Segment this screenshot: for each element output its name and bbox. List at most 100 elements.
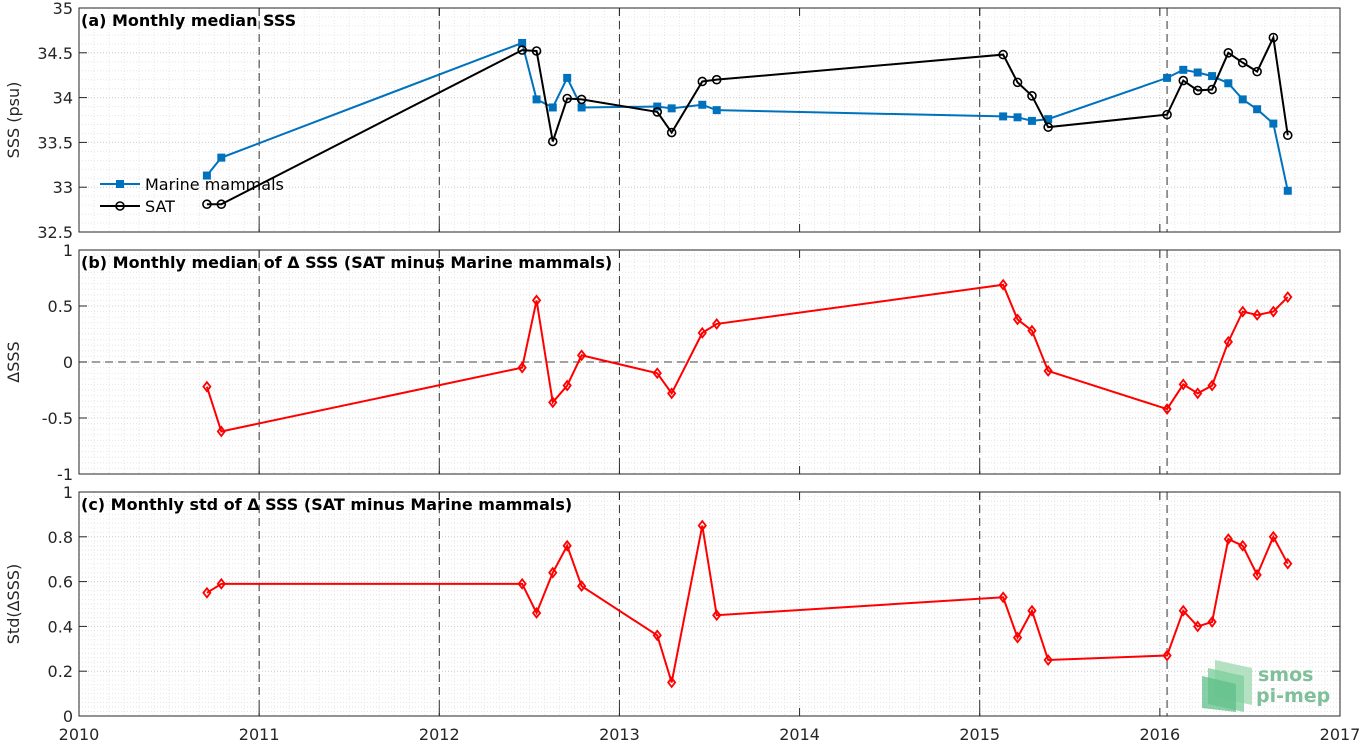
- y-tick-label: 33: [53, 178, 73, 197]
- logo-line1: smos: [1258, 664, 1313, 686]
- y-tick-label: 0.4: [48, 617, 73, 636]
- data-point: [1013, 113, 1022, 122]
- panel-2: -1 -0.5 0 0.5 1 ΔSSS (b) Monthly median of Δ S…: [4, 241, 1341, 484]
- data-point: [1178, 604, 1188, 617]
- data-point: [1012, 313, 1023, 326]
- y-axis-label: ΔSSS: [4, 341, 23, 382]
- y-tick-label: 34.5: [37, 44, 73, 63]
- data-point: [1283, 186, 1292, 195]
- panel-title: (c) Monthly std of Δ SSS (SAT minus Mari…: [81, 495, 572, 514]
- data-point: [652, 107, 663, 117]
- series-sat: [202, 32, 1293, 210]
- data-point: [576, 580, 587, 593]
- legend-label: Marine mammals: [145, 175, 284, 194]
- y-tick-label: 33.5: [37, 133, 73, 152]
- data-point: [1043, 364, 1053, 377]
- data-point: [202, 586, 212, 599]
- data-point: [1238, 539, 1248, 552]
- y-tick-label: 0.8: [48, 528, 73, 547]
- data-point: [1252, 308, 1262, 321]
- smos-pi-mep-logo: smos pi-mep: [1202, 660, 1330, 712]
- data-point: [1223, 533, 1233, 546]
- x-tick-label: 2015: [959, 725, 1000, 744]
- series-line: [206, 41, 1289, 191]
- data-point: [712, 106, 721, 115]
- data-point: [216, 199, 227, 210]
- data-point: [531, 46, 542, 56]
- data-point: [548, 566, 558, 579]
- legend: Marine mammals SAT: [100, 175, 284, 216]
- data-point: [1223, 47, 1234, 58]
- data-point: [202, 380, 212, 393]
- data-point: [652, 367, 662, 380]
- panel-3: 0 0.2 0.4 0.6 0.8 1 2010 2011 2012 2013 2014 2015 20…: [4, 483, 1360, 744]
- data-point: [202, 199, 212, 210]
- y-tick-label: 34: [53, 89, 73, 108]
- logo-line2: pi-mep: [1256, 685, 1330, 707]
- data-point: [576, 349, 587, 362]
- y-tick-label: 0: [63, 353, 73, 372]
- data-point: [1027, 91, 1037, 101]
- data-point: [1012, 631, 1023, 644]
- data-point: [1012, 77, 1023, 88]
- data-point: [697, 519, 707, 532]
- data-point: [562, 379, 572, 392]
- data-point: [999, 112, 1008, 121]
- data-point: [698, 100, 707, 109]
- x-tick-label: 2017: [1320, 725, 1361, 744]
- data-point: [1207, 84, 1217, 95]
- legend-label: SAT: [145, 197, 175, 216]
- data-point: [1224, 79, 1233, 88]
- data-point: [548, 103, 557, 112]
- data-point: [1268, 305, 1278, 318]
- data-point: [562, 539, 572, 552]
- data-point: [532, 95, 541, 104]
- panel-title: (a) Monthly median SSS: [81, 11, 296, 30]
- data-point: [1268, 530, 1278, 543]
- y-axis-label: Std(ΔSSS): [4, 564, 23, 644]
- data-point: [1207, 379, 1217, 392]
- y-tick-label: 1: [63, 483, 73, 502]
- data-point: [562, 93, 572, 104]
- data-point: [1027, 324, 1037, 337]
- data-point: [1193, 387, 1203, 400]
- data-point: [1193, 620, 1203, 633]
- data-point: [998, 49, 1008, 60]
- data-point: [517, 45, 527, 55]
- data-point: [576, 94, 587, 105]
- series-delta-2: [202, 278, 1293, 438]
- series-line: [205, 283, 1289, 433]
- data-point: [1043, 654, 1053, 666]
- data-point: [998, 278, 1008, 291]
- data-point: [1283, 557, 1293, 570]
- grid: [78, 491, 1341, 717]
- y-tick-label: 35: [53, 0, 73, 18]
- data-point: [1223, 335, 1233, 348]
- data-point: [1027, 116, 1036, 125]
- axes-frame: [78, 491, 1341, 717]
- data-point: [667, 387, 677, 400]
- data-point: [1192, 85, 1203, 96]
- x-tick-label: 2011: [239, 725, 280, 744]
- x-tick-label: 2012: [419, 725, 460, 744]
- data-point: [1162, 649, 1172, 662]
- data-point: [547, 136, 558, 147]
- series-marine-mammals: [202, 38, 1292, 195]
- data-point: [1162, 403, 1172, 416]
- data-point: [1207, 615, 1217, 628]
- data-point: [216, 577, 226, 590]
- data-point: [697, 76, 708, 87]
- data-point: [667, 104, 676, 113]
- series-delta-3: [202, 519, 1293, 689]
- legend-marker: [116, 180, 124, 188]
- data-point: [1178, 75, 1189, 86]
- data-point: [697, 326, 707, 339]
- panel-1: 32.5 33 33.5 34 34.5 35 SSS (psu) (a) Monthly m…: [4, 0, 1341, 242]
- data-point: [1237, 57, 1248, 68]
- y-tick-label: 0.5: [48, 297, 73, 316]
- data-point: [548, 396, 558, 409]
- data-point: [666, 127, 677, 138]
- data-point: [517, 361, 527, 374]
- data-point: [517, 577, 527, 590]
